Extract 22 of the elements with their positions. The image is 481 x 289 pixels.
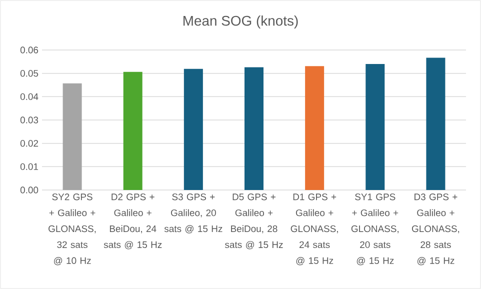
bar [366, 64, 385, 190]
y-tick-label: 0.06 [20, 46, 38, 54]
x-tick-label: D5 GPS + Galileo + BeiDou, 28 sats @ 15 Hz [225, 194, 283, 250]
x-tick-label: SY2 GPS + Galileo + GLONASS, 32 sats @ 10 Hz [48, 194, 96, 266]
bar [426, 58, 446, 190]
bar [305, 66, 324, 190]
x-tick-label: D2 GPS + Galileo + BeiDou, 24 sats @ 15 Hz [104, 194, 162, 250]
y-tick-label: 0.04 [20, 93, 38, 100]
y-tick-label: 0.01 [20, 163, 38, 170]
x-tick-label: S3 GPS + Galileo, 20 sats @ 15 Hz [164, 194, 222, 234]
y-tick-label: 0.05 [20, 70, 38, 77]
bar [62, 83, 82, 190]
x-tick-label: D1 GPS + Galileo + GLONASS, 24 sats @ 15 Hz [290, 194, 338, 266]
bar [184, 68, 203, 190]
y-tick-label: 0.00 [20, 186, 38, 194]
y-tick-label: 0.02 [20, 140, 38, 147]
bar [123, 72, 142, 190]
chart-title: Mean SOG (knots) [184, 16, 298, 28]
x-tick-label: D3 GPS + Galileo + GLONASS, 28 sats @ 15 Hz [412, 194, 460, 266]
x-tick-label: SY1 GPS + Galileo + GLONASS, 20 sats @ 15 Hz [351, 194, 398, 266]
y-tick-label: 0.03 [20, 116, 38, 124]
bar [244, 67, 264, 190]
